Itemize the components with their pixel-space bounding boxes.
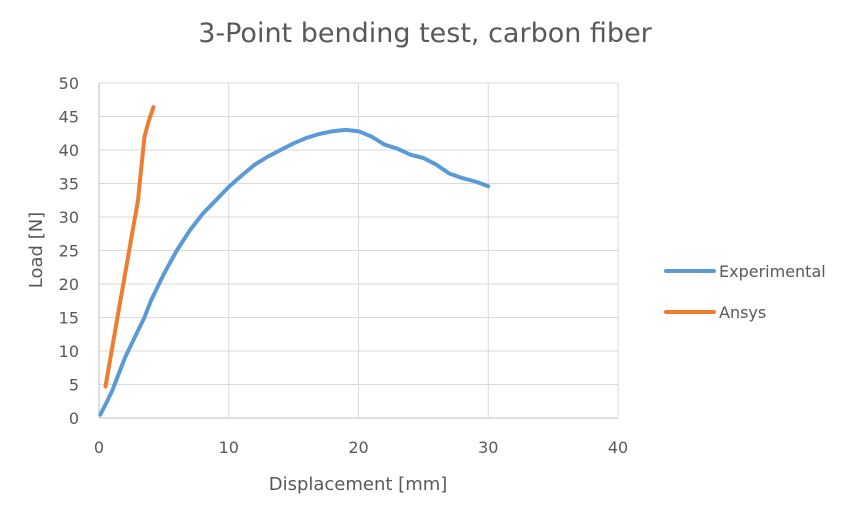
x-tick-label: 10 — [219, 438, 239, 457]
chart-title: 3-Point bending test, carbon fiber — [198, 18, 652, 49]
y-tick-label: 45 — [59, 108, 79, 127]
y-tick-label: 20 — [59, 275, 79, 294]
y-tick-label: 35 — [59, 175, 79, 194]
y-tick-label: 15 — [59, 309, 79, 328]
y-tick-label: 40 — [59, 141, 79, 160]
x-tick-label: 40 — [608, 438, 628, 457]
gridlines — [98, 82, 619, 419]
x-tick-label: 30 — [478, 438, 498, 457]
series-line-ansys — [103, 105, 156, 389]
y-axis-label: Load [N] — [26, 212, 47, 288]
y-tick-label: 0 — [69, 409, 79, 428]
y-tick-label: 10 — [59, 342, 79, 361]
x-tick-label: 0 — [94, 438, 104, 457]
y-tick-label: 30 — [59, 208, 79, 227]
series-line-experimental — [98, 127, 491, 417]
y-tick-label: 25 — [59, 242, 79, 261]
legend-label: Ansys — [719, 303, 766, 322]
series-lines — [98, 105, 491, 417]
x-tick-label: 20 — [348, 438, 368, 457]
legend: Experimental Ansys — [664, 262, 826, 322]
x-axis-label: Displacement [mm] — [269, 474, 448, 495]
legend-label: Experimental — [719, 262, 826, 281]
y-tick-label: 50 — [59, 74, 79, 93]
tick-labels: 0 5 10 15 20 25 30 35 40 45 50 0 10 20 30 40 — [59, 74, 629, 457]
y-tick-label: 5 — [69, 376, 79, 395]
